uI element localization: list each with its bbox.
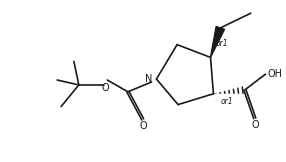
- Text: O: O: [252, 120, 259, 130]
- Text: or1: or1: [220, 97, 233, 106]
- Text: OH: OH: [268, 69, 283, 79]
- Text: N: N: [145, 74, 152, 84]
- Text: O: O: [140, 121, 148, 131]
- Text: O: O: [102, 83, 109, 93]
- Text: or1: or1: [215, 39, 228, 48]
- Polygon shape: [210, 27, 225, 57]
